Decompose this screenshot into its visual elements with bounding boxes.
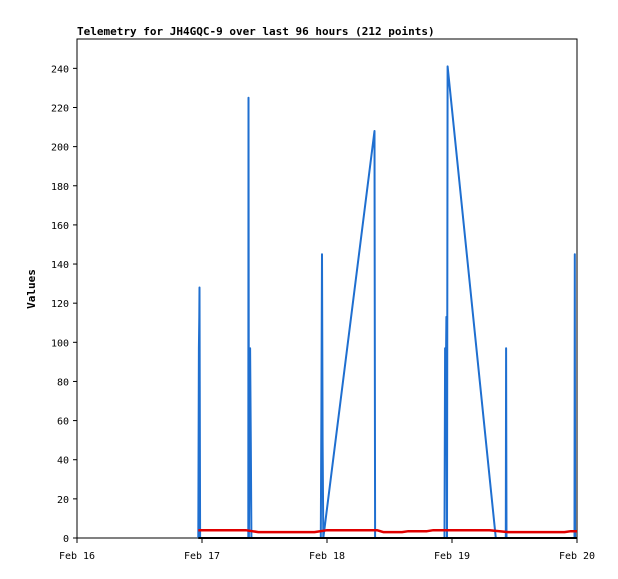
x-tick-label: Feb 19 [434,551,470,562]
y-tick-label: 160 [51,221,69,232]
y-axis-label: Values [25,269,38,309]
y-tick-label: 120 [51,299,69,310]
y-tick-label: 100 [51,338,69,349]
chart-title: Telemetry for JH4GQC-9 over last 96 hour… [77,25,435,38]
y-tick-label: 80 [57,377,69,388]
series-line-1 [198,528,577,534]
x-tick-label: Feb 17 [184,551,220,562]
y-tick-label: 140 [51,260,69,271]
y-tick-label: 220 [51,103,69,114]
y-axis-ticks: 0 20 40 60 80 100 120 140 160 180 200 220 240 [51,64,77,545]
x-tick-label: Feb 18 [309,551,345,562]
y-tick-label: 20 [57,495,69,506]
y-tick-label: 240 [51,64,69,75]
x-tick-label: Feb 16 [59,551,95,562]
x-tick-label: Feb 20 [559,551,595,562]
y-tick-label: 180 [51,182,69,193]
x-axis-ticks: Feb 16 Feb 17 Feb 18 Feb 19 Feb 20 [59,538,595,562]
y-tick-label: 0 [63,534,69,545]
y-tick-label: 200 [51,143,69,154]
y-tick-label: 60 [57,417,69,428]
y-tick-label: 40 [57,456,69,467]
series-layer [197,65,577,539]
plot-area-frame [76,38,578,539]
